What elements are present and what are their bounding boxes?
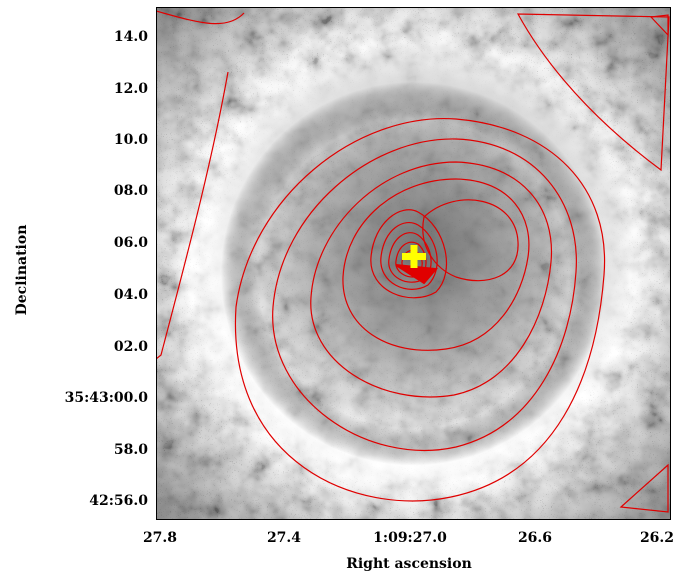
y-tick-label: 08.0: [113, 183, 148, 199]
contour-level-4: [342, 178, 530, 351]
y-tick-label: 04.0: [113, 287, 148, 303]
y-tick-label: 06.0: [113, 235, 148, 251]
contour-level-1: [234, 118, 606, 502]
y-tick-label: 35:43:00.0: [64, 390, 148, 406]
contour-corner-top-right: [516, 13, 670, 172]
x-tick-label: 26.6: [517, 530, 553, 546]
plot-border: [156, 7, 671, 520]
y-tick-label: 14.0: [113, 29, 148, 45]
y-tick-label: 12.0: [113, 81, 148, 97]
x-axis-label: Right ascension: [346, 556, 472, 572]
astronomical-image-panel: [156, 7, 671, 520]
contour-corner-bottom-right: [619, 463, 669, 513]
y-tick-label: 10.0: [113, 132, 148, 148]
contour-level-8: [388, 232, 432, 283]
y-tick-label: 42:56.0: [89, 493, 148, 509]
y-tick-label: 02.0: [113, 339, 148, 355]
x-tick-label: 27.8: [142, 530, 178, 546]
contour-corner-top-right-small: [649, 14, 669, 37]
contour-level-3: [310, 161, 553, 398]
contour-level-2: [272, 138, 577, 452]
contour-outer: [156, 71, 229, 360]
x-tick-label: 1:09:27.0: [373, 530, 447, 546]
contour-level-6: [370, 209, 448, 299]
yellow-plus-marker: [402, 245, 426, 268]
x-tick-label: 27.4: [266, 530, 302, 546]
y-tick-label: 58.0: [113, 442, 148, 458]
contour-lines: [156, 10, 670, 513]
contour-corner-top-left: [156, 10, 245, 25]
contour-level-5: [422, 199, 519, 282]
y-axis-label: Declination: [14, 224, 30, 316]
contour-level-7: [380, 221, 438, 290]
x-tick-label: 26.2: [639, 530, 675, 546]
